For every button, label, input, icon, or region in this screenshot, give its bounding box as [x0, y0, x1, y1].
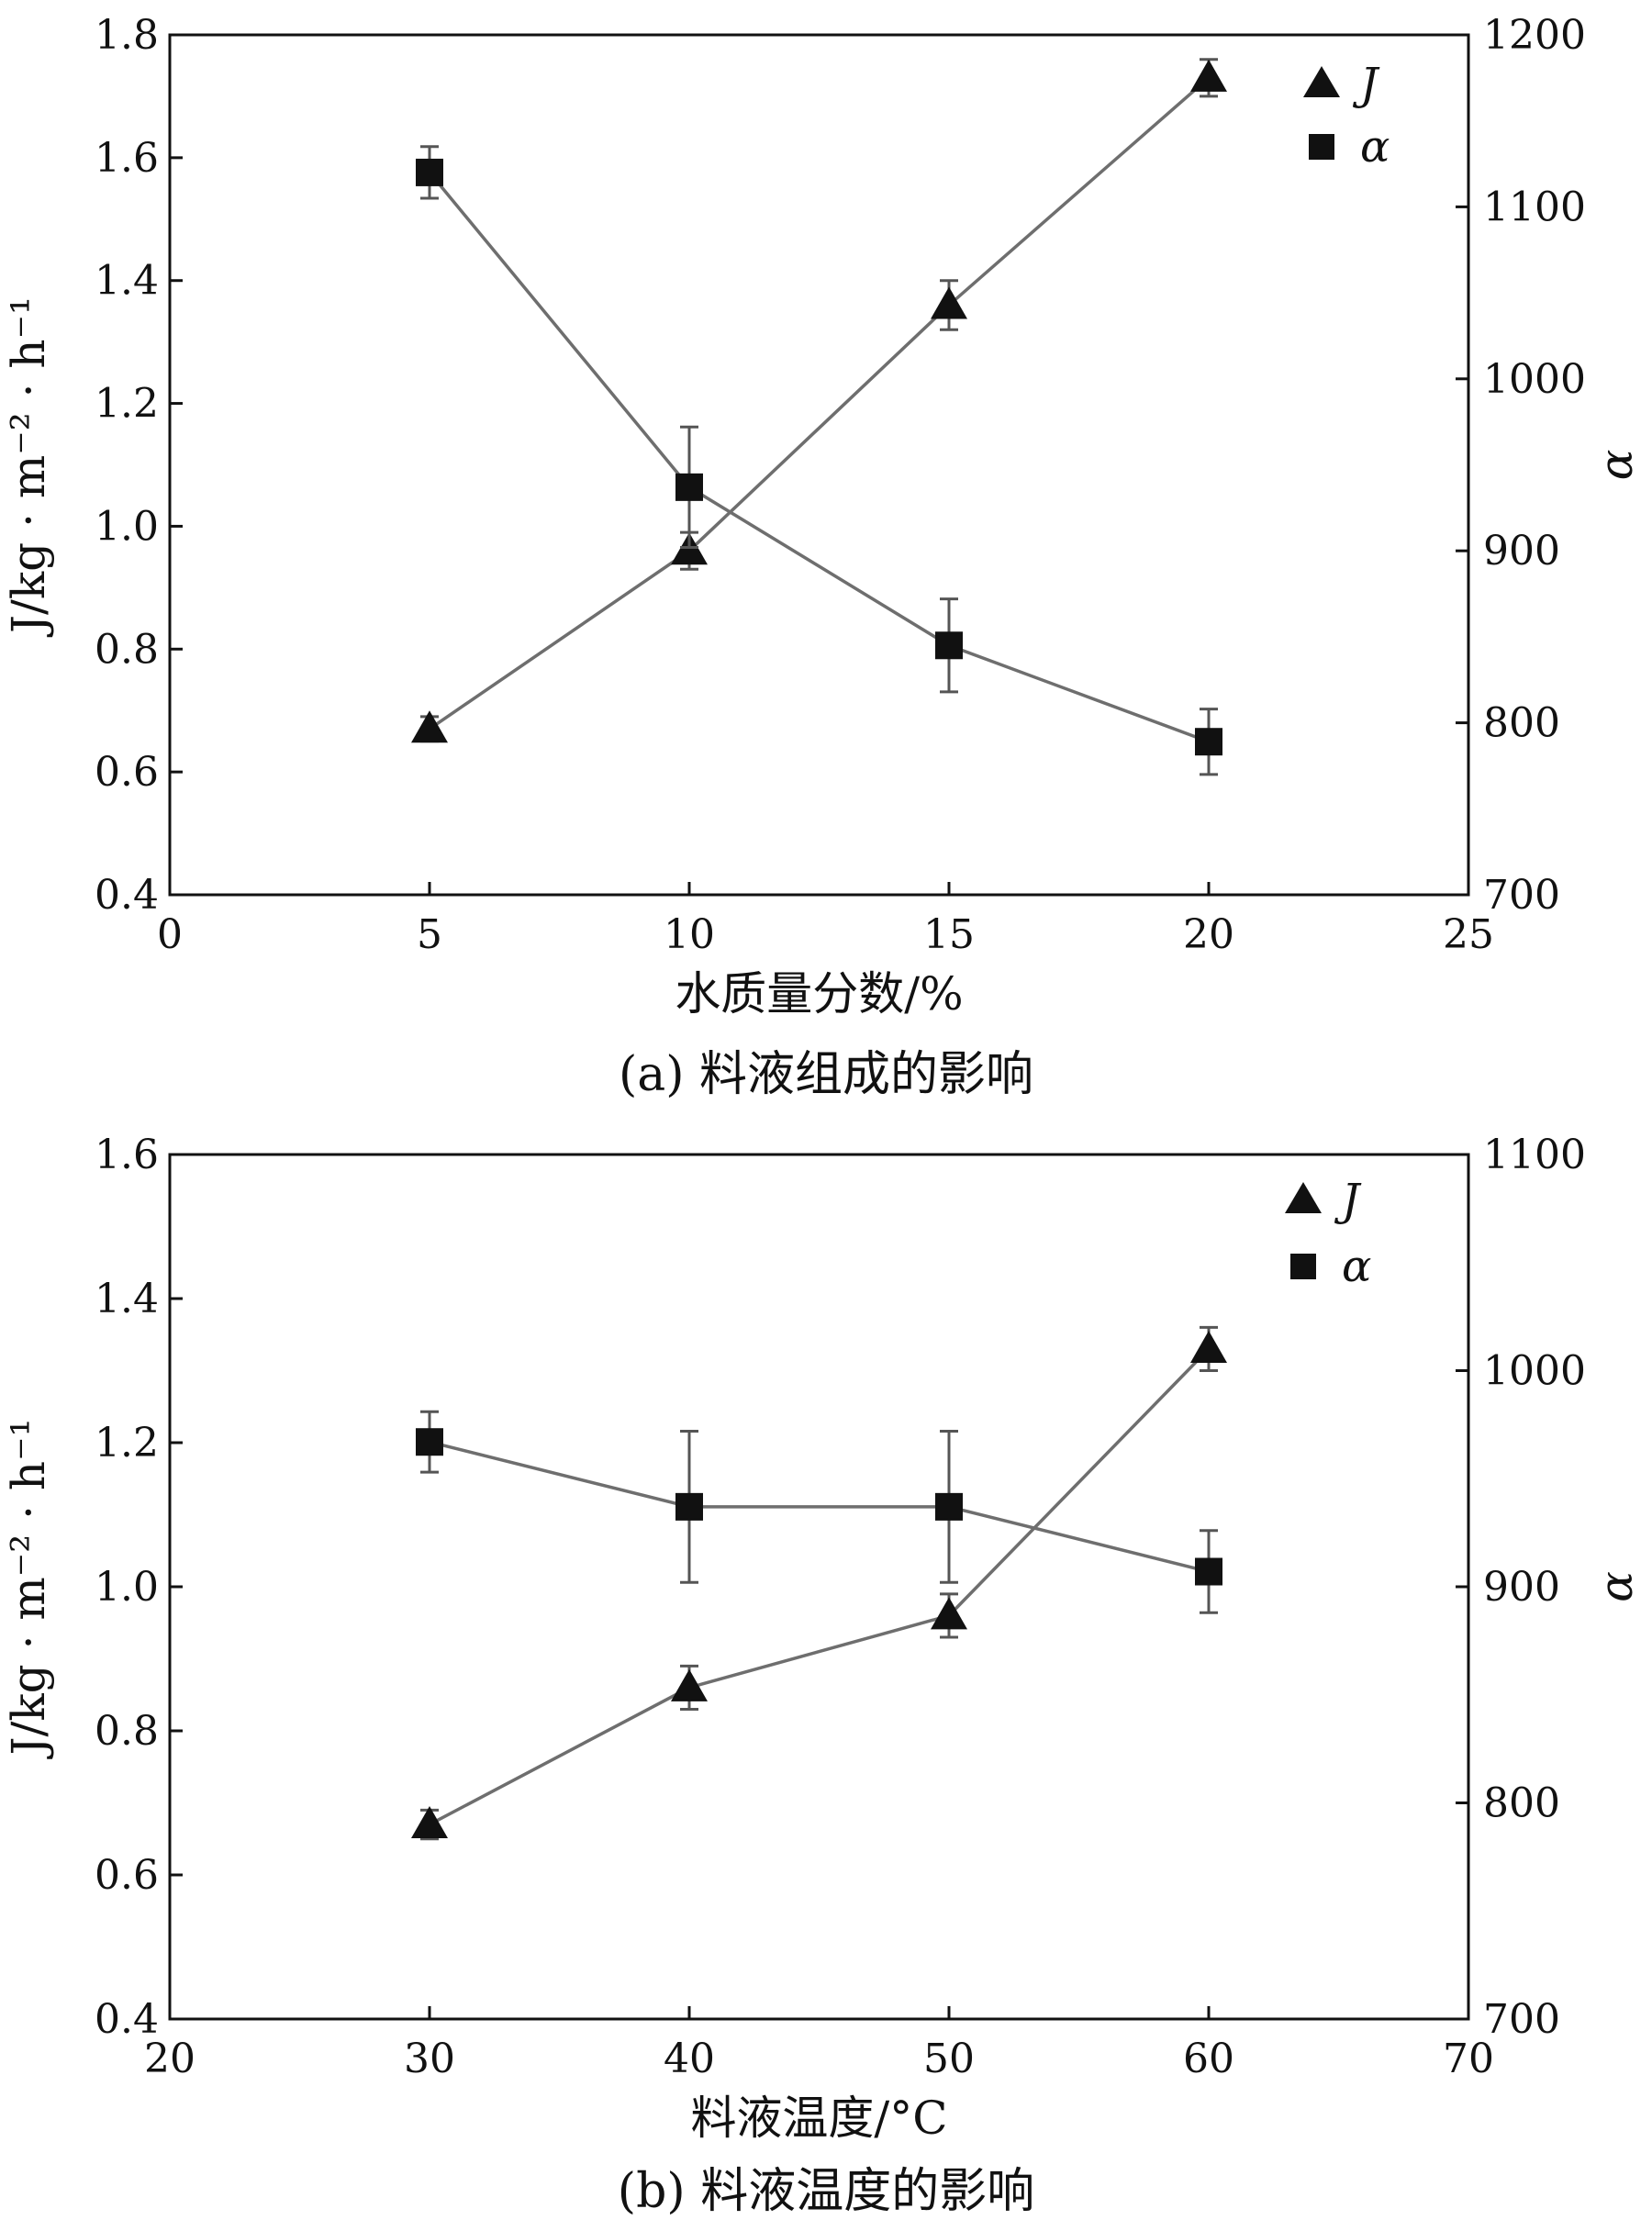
series-alpha — [416, 1410, 1222, 1614]
series-J — [411, 58, 1227, 743]
data-point-J — [931, 1597, 967, 1630]
series-line — [429, 1440, 1210, 1574]
panel-a: 0 5 10 15 20 25 0.4 0.6 0.8 1.0 1.2 1.4 1.6 1.8 700 800… — [2, 12, 1643, 1102]
y2-axis-title: α — [1590, 1571, 1643, 1602]
panel-b: 20 30 40 50 60 70 0.4 0.6 0.8 1.0 1.2 1.4 1.6 700 800 9… — [2, 1132, 1643, 2219]
y-axis-title: J/kg · m⁻² · h⁻¹ — [2, 296, 55, 638]
x-tick-label: 0 — [157, 911, 183, 958]
data-point-alpha — [1195, 1557, 1222, 1586]
y-tick-label: 0.6 — [95, 749, 159, 796]
y-tick-label: 0.4 — [95, 1996, 159, 2043]
data-point-alpha — [416, 1428, 443, 1456]
x-tick-label: 30 — [404, 2036, 455, 2082]
x-tick-label: 40 — [664, 2036, 715, 2082]
series-line — [429, 1347, 1211, 1826]
x-tick-label: 50 — [923, 2036, 975, 2082]
y2-tick-label: 700 — [1483, 872, 1560, 919]
data-point-alpha — [1195, 728, 1222, 756]
legend-label: J — [1352, 59, 1380, 110]
y2-tick-label: 1200 — [1483, 12, 1586, 59]
y2-tick-label: 1000 — [1483, 1348, 1586, 1395]
plot-frame — [168, 33, 1470, 897]
y2-tick-label: 1100 — [1483, 1132, 1586, 1178]
x-tick-label: 25 — [1443, 911, 1494, 958]
x-tick-label: 10 — [664, 911, 715, 958]
data-point-J — [1190, 59, 1227, 92]
series-line — [429, 76, 1211, 731]
y-axis-title: J/kg · m⁻² · h⁻¹ — [2, 1418, 55, 1759]
y-tick-label: 0.6 — [95, 1852, 159, 1899]
data-point-J — [1190, 1330, 1227, 1363]
y-tick-label: 0.8 — [95, 626, 159, 673]
y2-tick-label: 900 — [1483, 1564, 1560, 1611]
x-tick-label: 15 — [923, 911, 975, 958]
y-tick-label: 1.2 — [95, 381, 159, 428]
legend-entry: J — [1303, 59, 1380, 110]
legend-label: α — [1342, 1241, 1371, 1292]
y-tick-label: 1.0 — [95, 503, 159, 550]
legend-label: J — [1334, 1175, 1362, 1226]
y-tick-label: 1.4 — [95, 1276, 159, 1322]
legend-entry: α — [1290, 1241, 1371, 1292]
y-tick-label: 1.4 — [95, 258, 159, 305]
x-tick-label: 20 — [144, 2036, 195, 2082]
y-tick-label: 0.4 — [95, 872, 159, 919]
y2-tick-label: 1000 — [1483, 356, 1586, 403]
data-point-J — [411, 1806, 448, 1839]
plot-frame — [168, 1153, 1470, 2021]
y2-tick-label: 700 — [1483, 1996, 1560, 2043]
data-point-J — [671, 1668, 708, 1701]
x-axis-title: 料液温度/°C — [690, 2092, 947, 2145]
series-J — [411, 1325, 1227, 1841]
x-tick-label: 5 — [417, 911, 442, 958]
data-point-alpha — [416, 158, 443, 186]
data-point-alpha — [935, 1492, 963, 1521]
y-tick-label: 1.2 — [95, 1420, 159, 1467]
legend-marker-square — [1309, 134, 1334, 160]
y2-tick-label: 800 — [1483, 700, 1560, 747]
y-tick-label: 1.8 — [95, 12, 159, 59]
y-tick-label: 1.0 — [95, 1564, 159, 1611]
y2-tick-label: 800 — [1483, 1780, 1560, 1827]
legend-label: α — [1360, 121, 1390, 173]
legend-marker-triangle — [1303, 66, 1340, 97]
legend-marker-square — [1290, 1254, 1316, 1279]
data-point-J — [411, 710, 448, 743]
series-line — [428, 171, 1210, 743]
y-tick-label: 0.8 — [95, 1708, 159, 1755]
data-point-alpha — [675, 473, 703, 501]
panel-caption: (a) 料液组成的影响 — [619, 1047, 1033, 1102]
series-alpha — [416, 145, 1222, 776]
legend-entry: J — [1285, 1175, 1362, 1226]
x-tick-label: 70 — [1443, 2036, 1494, 2082]
y2-tick-label: 1100 — [1483, 184, 1586, 230]
legend-marker-triangle — [1285, 1182, 1322, 1213]
legend-entry: α — [1309, 121, 1390, 173]
x-tick-label: 60 — [1183, 2036, 1234, 2082]
x-axis-title: 水质量分数/% — [675, 967, 963, 1021]
y-tick-label: 1.6 — [95, 135, 159, 182]
y2-axis-title: α — [1590, 450, 1643, 481]
data-point-J — [931, 286, 967, 319]
y2-tick-label: 900 — [1483, 528, 1560, 574]
x-tick-label: 20 — [1183, 911, 1234, 958]
data-point-alpha — [935, 631, 963, 660]
data-point-alpha — [675, 1492, 703, 1521]
y-tick-label: 1.6 — [95, 1132, 159, 1178]
panel-caption: (b) 料液温度的影响 — [618, 2164, 1034, 2219]
